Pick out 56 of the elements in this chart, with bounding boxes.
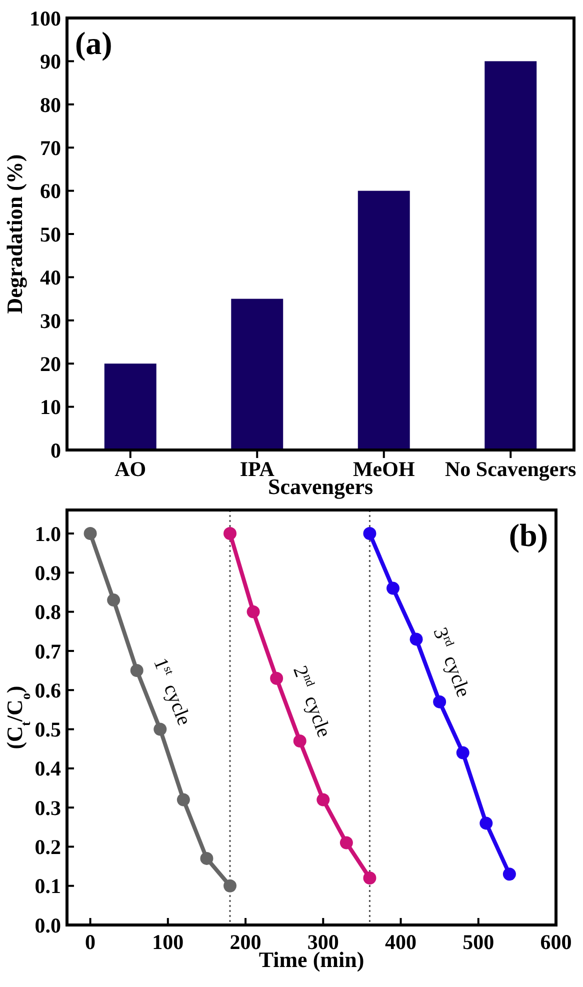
y-tick-label: 10 (40, 395, 61, 420)
y-tick-label: 90 (40, 50, 61, 74)
y-tick-label: 0.4 (34, 756, 62, 781)
bar (104, 364, 156, 450)
x-tick-label: 500 (462, 930, 494, 954)
x-tick-label: No Scavengers (445, 457, 576, 481)
x-tick-label: 400 (385, 930, 417, 954)
y-tick-label: 0.6 (34, 678, 61, 702)
annotation: (a) (75, 25, 112, 61)
annotation: (b) (508, 517, 548, 553)
point (176, 793, 190, 806)
point (480, 816, 493, 830)
y-tick-label: 0.7 (34, 639, 61, 664)
bar (358, 190, 410, 450)
x-tick-label: MeOH (352, 457, 415, 481)
point (502, 868, 516, 881)
y-tick-label: 0.9 (34, 560, 61, 585)
x-tick-label: 100 (152, 930, 184, 954)
point (200, 852, 214, 865)
y-tick-label: 60 (40, 179, 61, 204)
y-tick-label: 30 (40, 308, 61, 333)
point (363, 526, 376, 540)
y-tick-label: 50 (40, 222, 61, 246)
x-tick-label: 600 (540, 930, 572, 954)
y-tick-label: 0.0 (34, 913, 61, 938)
point (410, 632, 423, 646)
point (316, 793, 330, 806)
x-tick-label: AO (114, 457, 146, 481)
y-tick-label: 0.1 (34, 874, 61, 898)
y-tick-label: 70 (40, 136, 61, 160)
y-tick-label: 20 (40, 352, 61, 376)
point (456, 746, 470, 760)
y-tick-label: 100 (30, 6, 61, 30)
point (130, 664, 144, 678)
y-tick-label: 1.0 (34, 522, 61, 546)
y-tick-label: 0.5 (34, 718, 61, 742)
x-tick-label: 0 (85, 930, 96, 954)
y-tick-label: 0.3 (34, 796, 61, 820)
point (107, 594, 120, 607)
point (224, 879, 236, 892)
point (84, 526, 97, 540)
bar (484, 61, 537, 450)
point (224, 526, 236, 540)
y-axis-title: Degradation (%) (2, 154, 27, 314)
point (246, 605, 260, 618)
point (340, 836, 353, 850)
y-tick-label: 80 (40, 92, 61, 117)
bar (231, 298, 284, 450)
point (270, 672, 284, 685)
y-tick-label: 40 (40, 266, 61, 290)
y-tick-label: 0.8 (34, 600, 61, 624)
point (386, 582, 400, 595)
point (363, 872, 376, 885)
x-tick-label: 200 (230, 930, 262, 954)
y-tick-label: 0 (50, 438, 61, 462)
y-tick-label: 0.2 (34, 835, 61, 860)
